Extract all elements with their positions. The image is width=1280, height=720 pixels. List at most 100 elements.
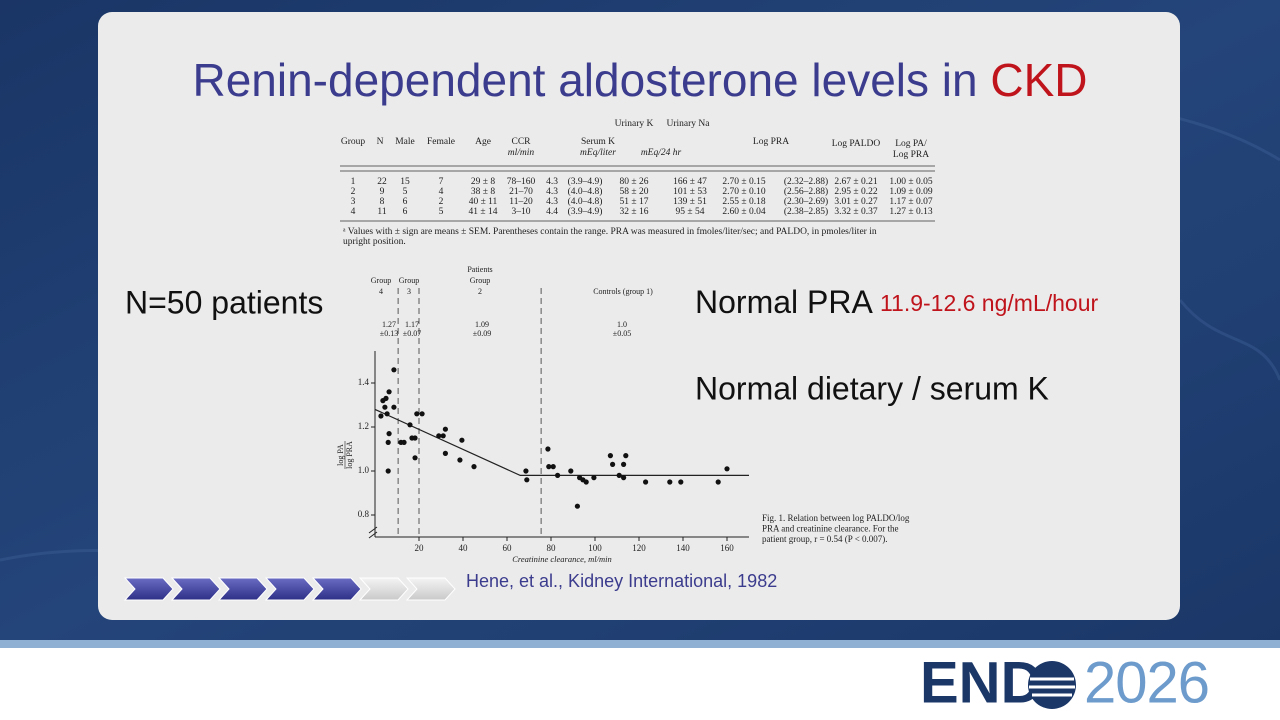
table-header: Urinary K: [615, 119, 654, 129]
y-label-bottom: log PRA: [345, 441, 354, 469]
point: [621, 461, 627, 467]
y-tick-label: 1.0: [358, 465, 370, 475]
table-cell: 1.27 ± 0.13: [889, 207, 932, 217]
point: [419, 411, 425, 417]
table-header: Log PALDO: [832, 139, 881, 149]
group-mean: 1.0: [617, 320, 627, 329]
point: [382, 404, 388, 410]
point: [546, 464, 552, 470]
progress: [123, 577, 456, 601]
group-mean: 1.17: [405, 320, 419, 329]
x-tick-label: 160: [720, 543, 734, 553]
point: [457, 457, 463, 463]
point: [623, 453, 629, 459]
table-cell: 1.17 ± 0.07: [889, 197, 932, 207]
table-cell: 11: [377, 207, 386, 217]
point: [386, 389, 392, 395]
table-cell: (3.9–4.9): [568, 206, 603, 217]
table-cell: (4.0–4.8): [568, 186, 603, 197]
table-header: Urinary Na: [667, 119, 711, 129]
table-cell: (2.32–2.88): [784, 176, 828, 187]
x-tick-label: 40: [459, 543, 469, 553]
point: [591, 475, 597, 481]
table-cell: (3.9–4.9): [568, 176, 603, 187]
table-cell: 40 ± 11: [469, 197, 498, 207]
point: [621, 475, 627, 481]
point: [523, 468, 529, 474]
y-tick-label: 1.2: [358, 421, 369, 431]
title-main: Renin-dependent aldosterone levels in: [192, 54, 977, 106]
table-cell: 41 ± 14: [469, 207, 498, 217]
point: [391, 367, 397, 373]
x-axis-label: Creatinine clearance, ml/min: [512, 554, 612, 564]
point: [378, 413, 384, 419]
table-cell: 4: [351, 207, 356, 217]
panel: [98, 12, 1180, 620]
group-sem: ±0.05: [613, 329, 631, 338]
chevron: [123, 577, 174, 601]
point: [610, 461, 616, 467]
table-cell: 4.3: [546, 187, 558, 197]
point: [568, 468, 574, 474]
point: [678, 479, 684, 485]
caption: Fig. 1. Relation between log PALDO/log: [762, 513, 910, 523]
y-tick-label: 0.8: [358, 509, 370, 519]
table-cell: 78–160: [507, 177, 536, 187]
table-unit: ml/min: [508, 148, 535, 158]
table-header: Male: [395, 137, 415, 147]
table-cell: (4.0–4.8): [568, 196, 603, 207]
point: [407, 422, 413, 428]
citation: Hene, et al., Kidney International, 1982: [466, 571, 777, 591]
group-heading: Group: [371, 276, 391, 285]
bullet-text: Normal PRA: [695, 284, 873, 320]
table-cell: 2: [351, 187, 356, 197]
table-cell: 4.3: [546, 177, 558, 187]
group-mean: 1.09: [475, 320, 489, 329]
table-cell: 1.09 ± 0.09: [889, 187, 932, 197]
x-tick-label: 20: [415, 543, 425, 553]
point: [386, 431, 392, 437]
table-header: Age: [475, 137, 491, 147]
table-cell: 58 ± 20: [620, 187, 649, 197]
table-cell: (2.56–2.88): [784, 186, 828, 197]
point: [607, 453, 614, 459]
point: [667, 479, 673, 485]
table-cell: 2: [439, 197, 444, 207]
table-cell: 3–10: [512, 207, 531, 217]
table-header: Group: [341, 137, 366, 147]
group-mean: 1.27: [382, 320, 396, 329]
point: [715, 479, 721, 485]
table-cell: 2.70 ± 0.10: [722, 187, 765, 197]
table-cell: 2.60 ± 0.04: [722, 207, 765, 217]
bullet: Normal PRA 11.9-12.6 ng/mL/hour: [695, 284, 1098, 320]
x-tick-label: 100: [588, 543, 602, 553]
table-cell: 3.01 ± 0.27: [834, 197, 877, 207]
point: [436, 433, 442, 439]
table-cell: 21–70: [509, 187, 533, 197]
table-header: Log PRA: [753, 137, 789, 147]
y-tick-label: 1.4: [358, 377, 370, 387]
logo-year: 2026: [1084, 650, 1209, 715]
point: [555, 472, 561, 478]
divider: [0, 640, 1280, 648]
table-header: N: [377, 137, 384, 147]
table-cell: 139 ± 51: [673, 197, 707, 207]
table-unit: mEq/liter: [580, 148, 616, 158]
group-heading: 2: [478, 287, 482, 296]
group-heading: Patients: [467, 265, 492, 274]
y-axis-label: log PA log PRA: [336, 441, 354, 469]
bullet-range: 11.9-12.6 ng/mL/hour: [880, 290, 1099, 316]
table-footnote: upright position.: [343, 237, 406, 247]
point: [383, 395, 389, 401]
table-cell: 2.67 ± 0.21: [834, 177, 877, 187]
table-cell: 7: [439, 177, 444, 187]
x-tick-label: 120: [632, 543, 646, 553]
chevron: [358, 577, 409, 601]
group-sem: ±0.07: [403, 329, 421, 338]
table-cell: 4.3: [546, 197, 558, 207]
caption: patient group, r = 0.54 (P < 0.007).: [762, 534, 888, 544]
point: [583, 479, 589, 485]
table-cell: 22: [377, 177, 387, 187]
